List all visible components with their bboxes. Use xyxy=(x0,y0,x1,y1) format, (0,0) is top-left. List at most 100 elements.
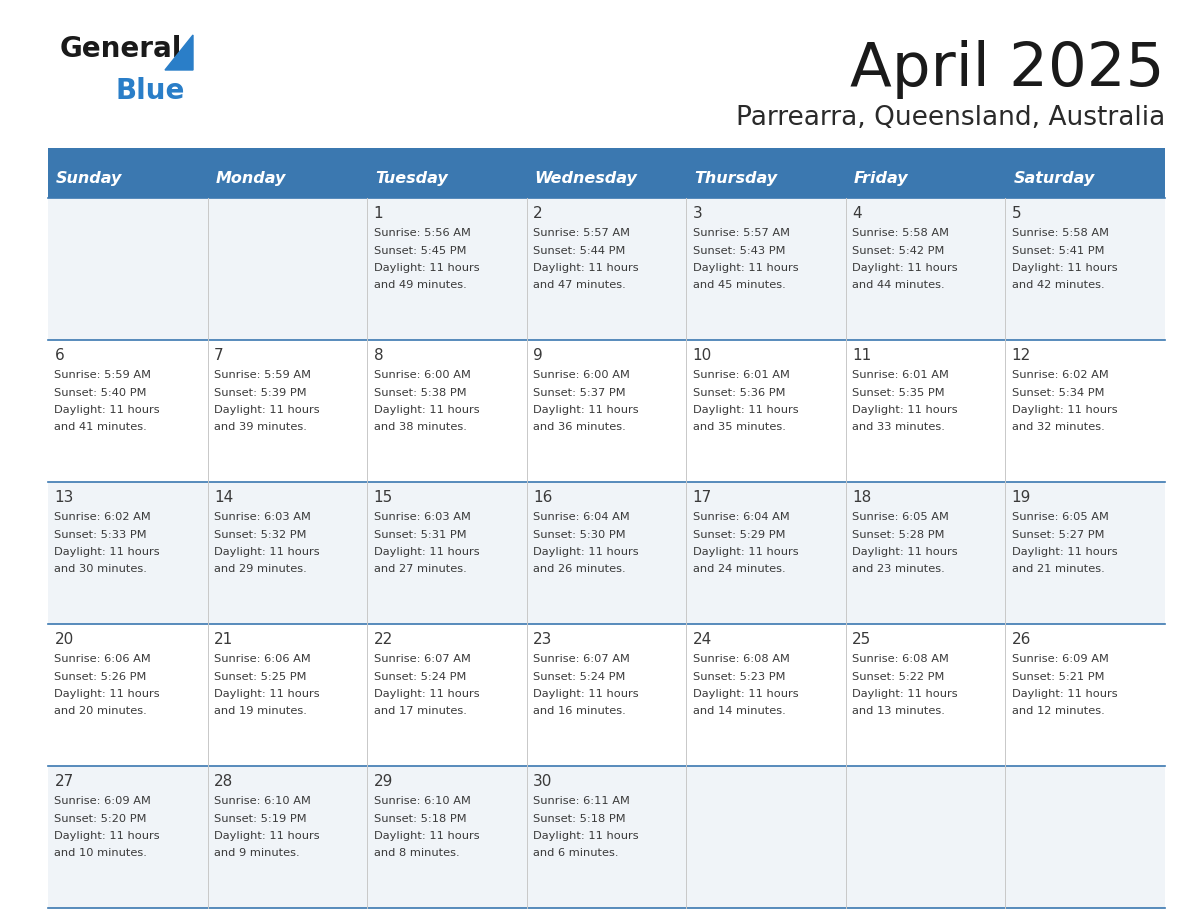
Text: Sunrise: 6:00 AM: Sunrise: 6:00 AM xyxy=(533,370,630,380)
Bar xyxy=(48,624,1165,766)
Text: 25: 25 xyxy=(852,632,872,647)
Text: Sunset: 5:33 PM: Sunset: 5:33 PM xyxy=(55,530,147,540)
Text: General: General xyxy=(61,35,183,63)
Text: Sunrise: 5:58 AM: Sunrise: 5:58 AM xyxy=(1012,228,1108,238)
Text: and 33 minutes.: and 33 minutes. xyxy=(852,422,946,432)
Text: Wednesday: Wednesday xyxy=(535,171,638,185)
Text: Sunrise: 6:11 AM: Sunrise: 6:11 AM xyxy=(533,796,630,806)
Text: Sunrise: 6:07 AM: Sunrise: 6:07 AM xyxy=(373,654,470,664)
Text: Sunset: 5:42 PM: Sunset: 5:42 PM xyxy=(852,245,944,255)
Text: and 27 minutes.: and 27 minutes. xyxy=(373,565,466,575)
Text: Sunset: 5:29 PM: Sunset: 5:29 PM xyxy=(693,530,785,540)
Text: Sunset: 5:35 PM: Sunset: 5:35 PM xyxy=(852,387,944,397)
Text: Daylight: 11 hours: Daylight: 11 hours xyxy=(214,831,320,841)
Text: Sunset: 5:34 PM: Sunset: 5:34 PM xyxy=(1012,387,1105,397)
Text: Daylight: 11 hours: Daylight: 11 hours xyxy=(693,263,798,273)
Text: 7: 7 xyxy=(214,348,223,363)
Text: Sunrise: 6:06 AM: Sunrise: 6:06 AM xyxy=(55,654,151,664)
Text: Daylight: 11 hours: Daylight: 11 hours xyxy=(373,263,479,273)
Text: 30: 30 xyxy=(533,774,552,789)
Text: Sunset: 5:27 PM: Sunset: 5:27 PM xyxy=(1012,530,1105,540)
Text: Sunset: 5:24 PM: Sunset: 5:24 PM xyxy=(533,671,625,681)
Text: Sunday: Sunday xyxy=(56,171,122,185)
Text: and 30 minutes.: and 30 minutes. xyxy=(55,565,147,575)
Text: 5: 5 xyxy=(1012,206,1022,221)
Text: Daylight: 11 hours: Daylight: 11 hours xyxy=(55,547,160,557)
Text: and 14 minutes.: and 14 minutes. xyxy=(693,707,785,717)
Text: Daylight: 11 hours: Daylight: 11 hours xyxy=(1012,689,1118,699)
Text: Blue: Blue xyxy=(115,77,184,105)
Text: 17: 17 xyxy=(693,490,712,505)
Text: Daylight: 11 hours: Daylight: 11 hours xyxy=(533,831,639,841)
Text: Sunset: 5:18 PM: Sunset: 5:18 PM xyxy=(373,813,466,823)
Text: Sunrise: 6:09 AM: Sunrise: 6:09 AM xyxy=(1012,654,1108,664)
Text: Sunrise: 5:56 AM: Sunrise: 5:56 AM xyxy=(373,228,470,238)
Text: Daylight: 11 hours: Daylight: 11 hours xyxy=(373,547,479,557)
Text: Sunrise: 6:10 AM: Sunrise: 6:10 AM xyxy=(373,796,470,806)
Text: Sunrise: 6:08 AM: Sunrise: 6:08 AM xyxy=(693,654,790,664)
Text: 10: 10 xyxy=(693,348,712,363)
Text: 15: 15 xyxy=(373,490,393,505)
Bar xyxy=(48,766,1165,908)
Text: Daylight: 11 hours: Daylight: 11 hours xyxy=(533,547,639,557)
Text: Sunset: 5:24 PM: Sunset: 5:24 PM xyxy=(373,671,466,681)
Text: and 12 minutes.: and 12 minutes. xyxy=(1012,707,1105,717)
Text: Sunrise: 5:57 AM: Sunrise: 5:57 AM xyxy=(693,228,790,238)
Text: Sunrise: 6:03 AM: Sunrise: 6:03 AM xyxy=(214,512,311,522)
Bar xyxy=(48,482,1165,624)
Text: 28: 28 xyxy=(214,774,233,789)
Text: Sunset: 5:30 PM: Sunset: 5:30 PM xyxy=(533,530,626,540)
Text: and 23 minutes.: and 23 minutes. xyxy=(852,565,944,575)
Text: Daylight: 11 hours: Daylight: 11 hours xyxy=(1012,405,1118,415)
Text: Parrearra, Queensland, Australia: Parrearra, Queensland, Australia xyxy=(735,105,1165,131)
Text: Sunset: 5:45 PM: Sunset: 5:45 PM xyxy=(373,245,466,255)
Text: Sunrise: 6:00 AM: Sunrise: 6:00 AM xyxy=(373,370,470,380)
Text: Tuesday: Tuesday xyxy=(375,171,448,185)
Bar xyxy=(48,340,1165,482)
Text: and 6 minutes.: and 6 minutes. xyxy=(533,848,619,858)
Text: Sunrise: 6:03 AM: Sunrise: 6:03 AM xyxy=(373,512,470,522)
Text: 6: 6 xyxy=(55,348,64,363)
Text: Daylight: 11 hours: Daylight: 11 hours xyxy=(55,831,160,841)
Text: Sunset: 5:44 PM: Sunset: 5:44 PM xyxy=(533,245,625,255)
Text: Daylight: 11 hours: Daylight: 11 hours xyxy=(214,547,320,557)
Text: Sunrise: 6:06 AM: Sunrise: 6:06 AM xyxy=(214,654,311,664)
Text: Friday: Friday xyxy=(854,171,909,185)
Bar xyxy=(48,198,1165,340)
Text: Sunrise: 6:07 AM: Sunrise: 6:07 AM xyxy=(533,654,630,664)
Text: Daylight: 11 hours: Daylight: 11 hours xyxy=(533,689,639,699)
Text: 11: 11 xyxy=(852,348,872,363)
Text: Sunrise: 5:57 AM: Sunrise: 5:57 AM xyxy=(533,228,630,238)
Text: Daylight: 11 hours: Daylight: 11 hours xyxy=(373,405,479,415)
Text: Sunrise: 6:05 AM: Sunrise: 6:05 AM xyxy=(852,512,949,522)
Text: 20: 20 xyxy=(55,632,74,647)
Text: 19: 19 xyxy=(1012,490,1031,505)
Text: Daylight: 11 hours: Daylight: 11 hours xyxy=(693,405,798,415)
Text: Sunset: 5:31 PM: Sunset: 5:31 PM xyxy=(373,530,466,540)
Text: Sunset: 5:40 PM: Sunset: 5:40 PM xyxy=(55,387,147,397)
Text: Sunset: 5:37 PM: Sunset: 5:37 PM xyxy=(533,387,626,397)
Text: and 44 minutes.: and 44 minutes. xyxy=(852,281,944,290)
Text: Daylight: 11 hours: Daylight: 11 hours xyxy=(852,689,958,699)
Text: 1: 1 xyxy=(373,206,384,221)
Text: Saturday: Saturday xyxy=(1013,171,1094,185)
Text: and 42 minutes.: and 42 minutes. xyxy=(1012,281,1105,290)
Text: and 24 minutes.: and 24 minutes. xyxy=(693,565,785,575)
Text: Sunrise: 6:04 AM: Sunrise: 6:04 AM xyxy=(693,512,789,522)
Text: and 10 minutes.: and 10 minutes. xyxy=(55,848,147,858)
Text: and 36 minutes.: and 36 minutes. xyxy=(533,422,626,432)
Text: Sunset: 5:28 PM: Sunset: 5:28 PM xyxy=(852,530,944,540)
Text: Sunrise: 6:08 AM: Sunrise: 6:08 AM xyxy=(852,654,949,664)
Text: and 26 minutes.: and 26 minutes. xyxy=(533,565,626,575)
Text: 9: 9 xyxy=(533,348,543,363)
Text: and 19 minutes.: and 19 minutes. xyxy=(214,707,307,717)
Text: Sunset: 5:19 PM: Sunset: 5:19 PM xyxy=(214,813,307,823)
Text: and 41 minutes.: and 41 minutes. xyxy=(55,422,147,432)
Text: and 47 minutes.: and 47 minutes. xyxy=(533,281,626,290)
Text: and 45 minutes.: and 45 minutes. xyxy=(693,281,785,290)
Text: Daylight: 11 hours: Daylight: 11 hours xyxy=(693,547,798,557)
Text: Sunset: 5:38 PM: Sunset: 5:38 PM xyxy=(373,387,466,397)
Text: and 49 minutes.: and 49 minutes. xyxy=(373,281,466,290)
Text: Daylight: 11 hours: Daylight: 11 hours xyxy=(214,405,320,415)
Text: 21: 21 xyxy=(214,632,233,647)
